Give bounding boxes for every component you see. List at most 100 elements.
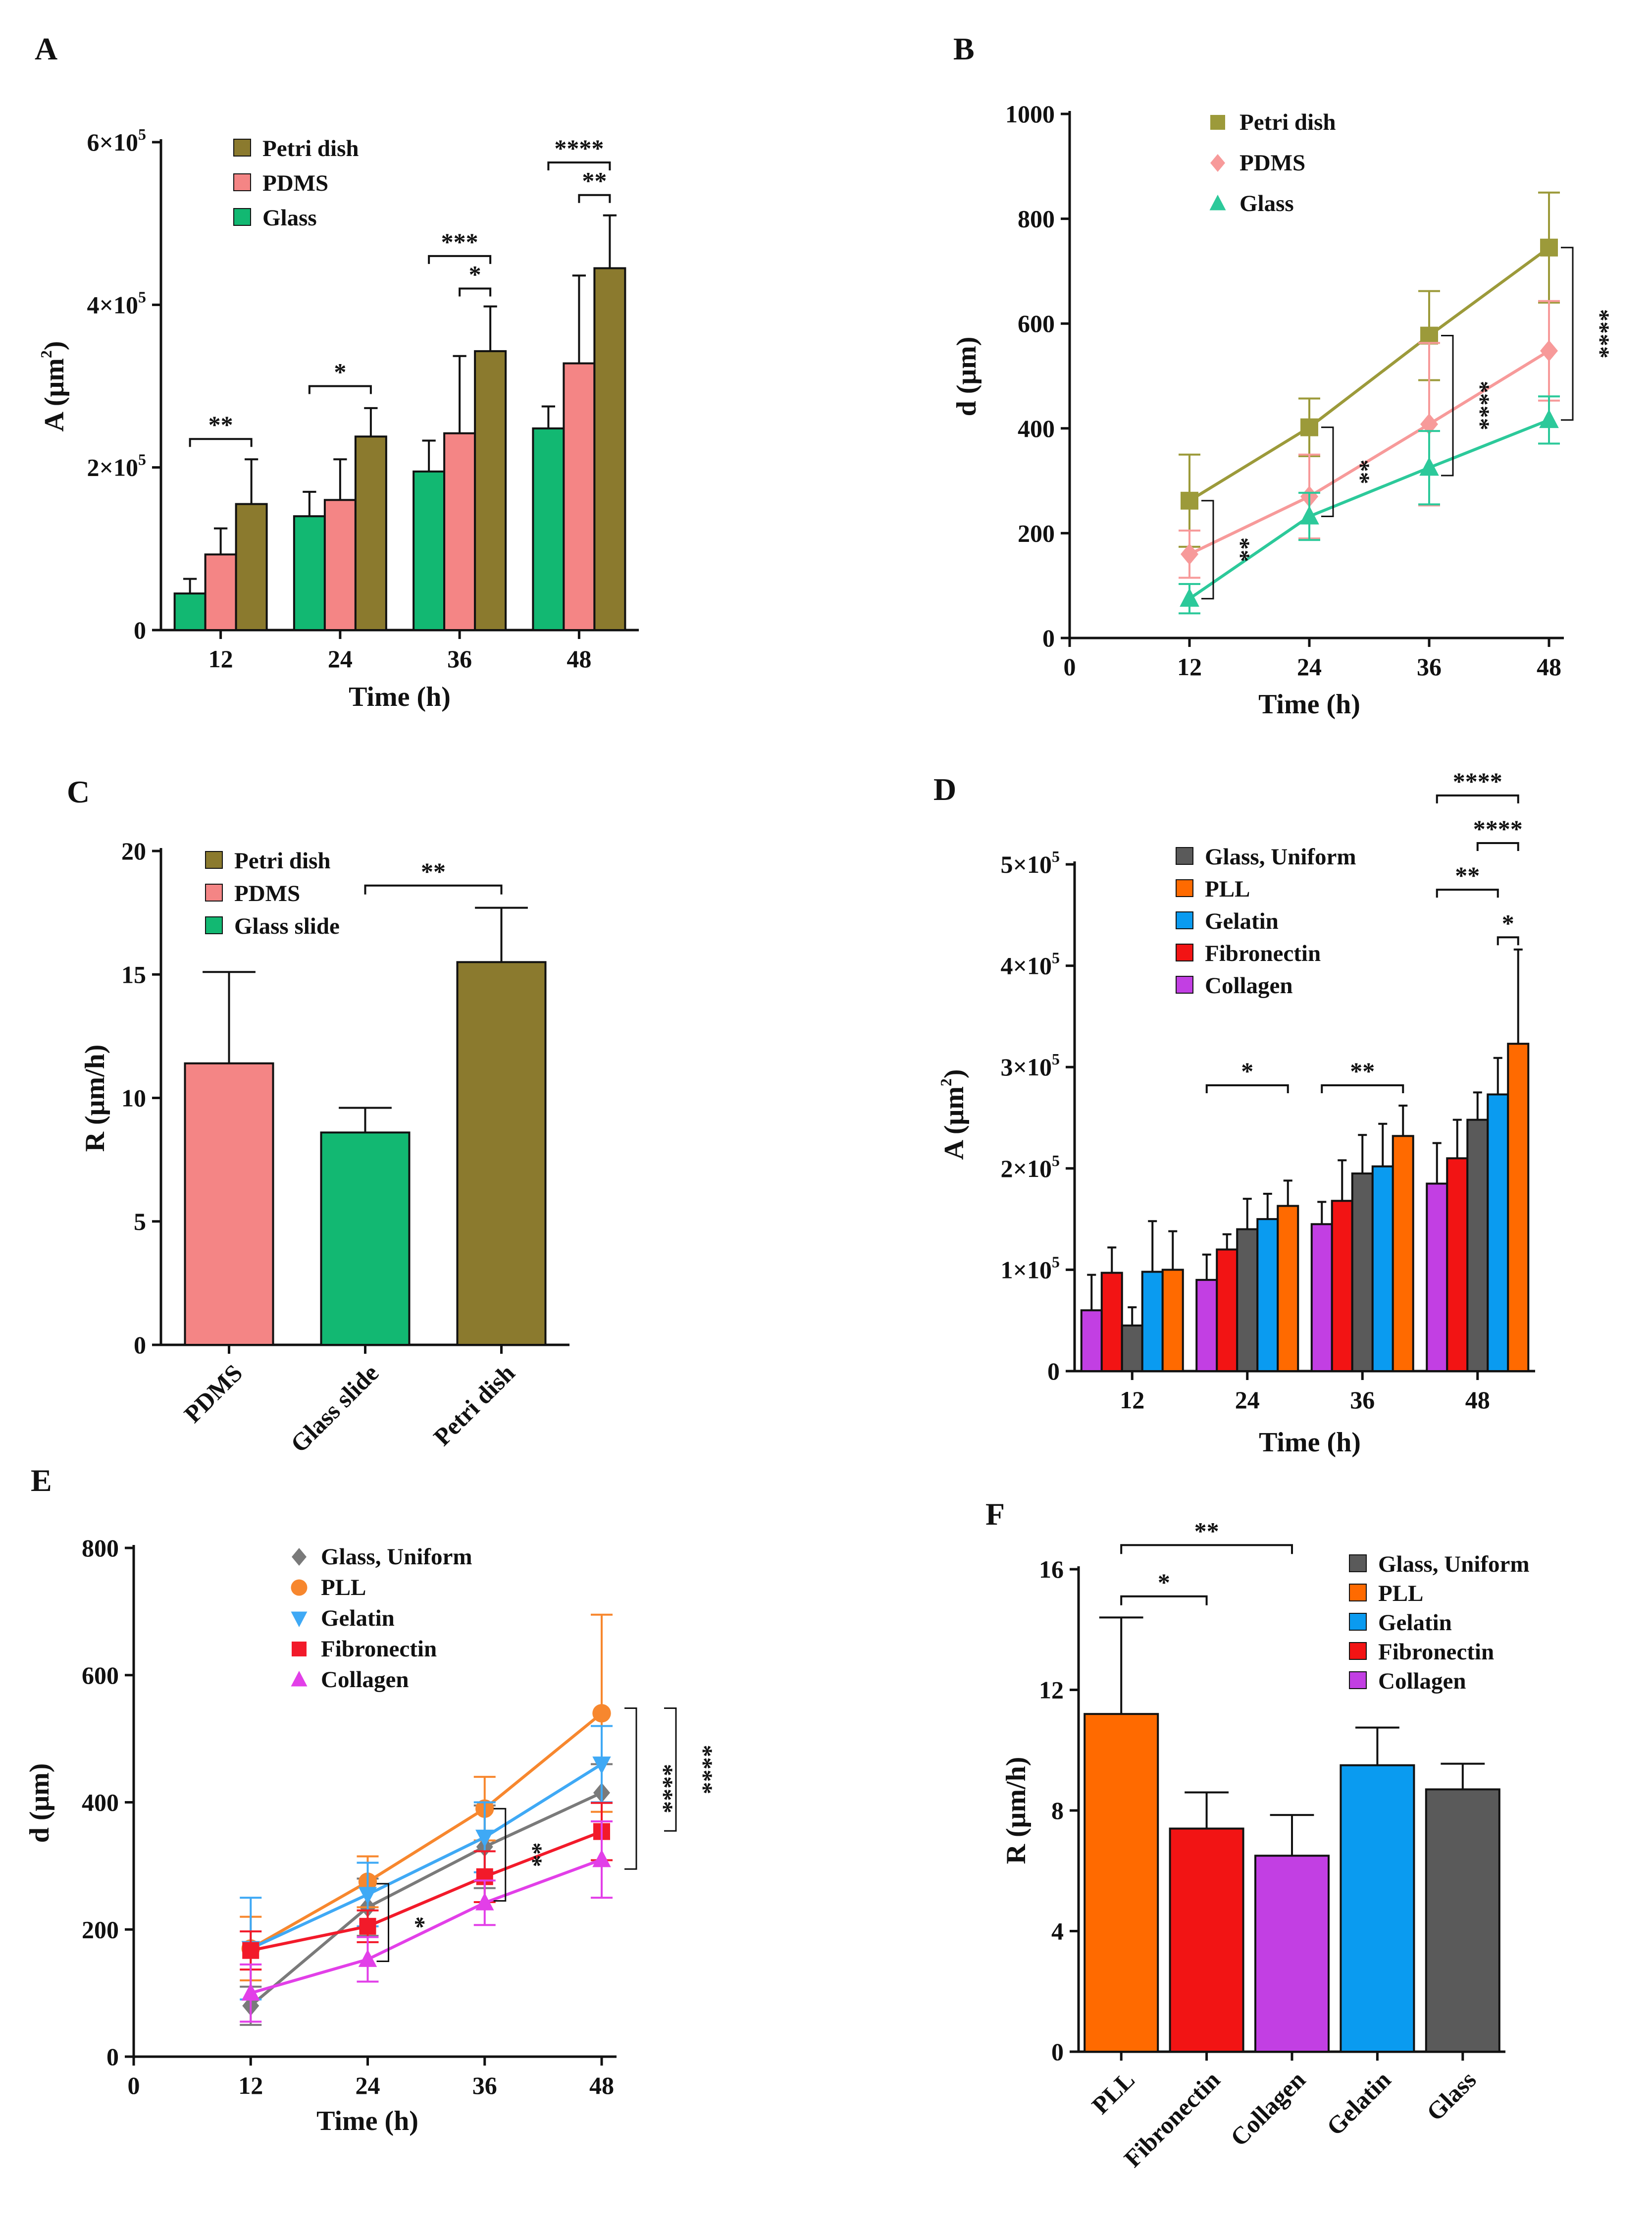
sig-label-D: ****	[1453, 767, 1502, 795]
sig-bracket-E	[624, 1707, 637, 1870]
x-tick-label-F: Collagen	[1225, 2066, 1311, 2151]
x-tick-label-C: Glass slide	[285, 1359, 384, 1458]
legend-swatch-C	[205, 851, 223, 869]
y-axis-title-F: R (μm/h)	[1001, 1757, 1032, 1864]
data-point-B	[1181, 491, 1198, 510]
x-tick-label-E: 0	[128, 2072, 140, 2099]
data-point-E	[592, 1849, 611, 1867]
bar-D	[1236, 1228, 1259, 1373]
sig-label-B: **	[1228, 537, 1255, 562]
y-tick-label-F: 16	[1039, 1555, 1064, 1583]
y-tick-label-C: 0	[134, 1331, 146, 1359]
x-axis-title-D: Time (h)	[1259, 1427, 1361, 1458]
y-tick-label-C: 5	[134, 1208, 146, 1235]
y-tick-label-D: 5×105	[1001, 848, 1060, 878]
sig-label-B: ****	[1467, 381, 1495, 430]
series-line-E	[250, 1762, 603, 1950]
sig-bracket-D	[1476, 842, 1519, 851]
bar-D	[1392, 1135, 1414, 1372]
legend-swatch-F	[1349, 1554, 1367, 1572]
legend-label-D: Gelatin	[1205, 908, 1279, 934]
bar-A	[563, 362, 596, 631]
x-tick-label-C: Petri dish	[428, 1359, 520, 1451]
legend-label-E: Collagen	[321, 1667, 409, 1693]
series-line-E	[250, 1858, 603, 1995]
sig-bracket-A	[189, 438, 253, 447]
legend-label-F: Glass, Uniform	[1378, 1551, 1530, 1577]
panel-label-F: F	[985, 1496, 1005, 1532]
series-line-E	[250, 1791, 603, 2007]
legend-label-A: PDMS	[262, 170, 328, 196]
sig-label-B: **	[1347, 460, 1375, 484]
legend-swatch-D	[1176, 847, 1193, 865]
sig-label-A: **	[208, 411, 233, 438]
legend-swatch-D	[1176, 976, 1193, 994]
sig-label-E: *	[403, 1916, 431, 1929]
x-tick-label-A: 36	[447, 645, 472, 673]
bar-A	[593, 267, 626, 631]
legend-label-C: Petri dish	[234, 848, 331, 874]
y-tick-label-E: 200	[82, 1915, 119, 1943]
data-point-E	[241, 1983, 260, 2001]
bar-D	[1331, 1200, 1353, 1372]
bar-D	[1487, 1093, 1509, 1372]
data-point-E	[358, 1887, 377, 1905]
legend-marker-E	[291, 1579, 308, 1596]
data-point-B	[1420, 326, 1438, 345]
bar-D	[1426, 1182, 1448, 1372]
sig-label-A: *	[469, 261, 481, 288]
bar-A	[354, 435, 387, 631]
x-tick-label-C: PDMS	[179, 1359, 248, 1428]
bar-C	[456, 961, 547, 1346]
legend-swatch-D	[1176, 944, 1193, 961]
legend-label-E: Glass, Uniform	[321, 1544, 472, 1570]
x-tick-label-B: 0	[1064, 653, 1076, 681]
sig-label-F: **	[1194, 1517, 1219, 1544]
bar-D	[1195, 1278, 1218, 1373]
sig-label-A: **	[582, 167, 607, 195]
y-tick-label-F: 8	[1051, 1797, 1064, 1824]
sig-bracket-D	[1497, 936, 1519, 946]
bar-D	[1351, 1172, 1374, 1373]
y-tick-label-A: 4×105	[87, 288, 147, 319]
bar-F	[1169, 1827, 1244, 2053]
sig-label-D: *	[1502, 909, 1514, 937]
panel-label-C: C	[67, 774, 90, 809]
legend-marker-E	[291, 1671, 308, 1687]
legend-swatch-A	[233, 208, 251, 226]
series-line-B	[1188, 349, 1550, 556]
data-point-B	[1539, 409, 1559, 428]
legend-label-A: Glass	[262, 205, 317, 231]
legend-label-A: Petri dish	[262, 136, 359, 161]
sig-bracket-B	[1561, 247, 1574, 421]
bar-C	[184, 1062, 274, 1346]
y-tick-label-A: 2×105	[87, 451, 147, 481]
sig-bracket-A	[428, 255, 492, 264]
y-tick-label-D: 4×105	[1001, 949, 1060, 980]
y-tick-label-A: 0	[134, 616, 146, 644]
x-tick-label-B: 36	[1417, 653, 1442, 681]
bar-D	[1277, 1205, 1299, 1372]
sig-bracket-A	[547, 161, 611, 171]
sig-label-B: ****	[1587, 309, 1615, 359]
y-tick-label-E: 400	[82, 1789, 119, 1816]
x-tick-label-B: 24	[1297, 653, 1322, 681]
legend-label-E: Fibronectin	[321, 1636, 437, 1662]
legend-label-B: Petri dish	[1239, 109, 1336, 135]
legend-swatch-C	[205, 916, 223, 934]
legend-marker-E	[292, 1642, 307, 1656]
bar-D	[1216, 1248, 1239, 1372]
y-tick-label-D: 0	[1047, 1357, 1060, 1385]
bar-A	[443, 432, 476, 631]
x-axis-title-B: Time (h)	[1258, 689, 1360, 720]
sig-label-E: **	[520, 1842, 548, 1867]
bar-D	[1446, 1157, 1469, 1373]
bar-A	[204, 553, 237, 631]
x-axis-title-E: Time (h)	[316, 2106, 418, 2136]
panel-label-A: A	[35, 31, 57, 66]
y-axis-title-C: R (μm/h)	[80, 1045, 110, 1152]
legend-swatch-C	[205, 884, 223, 902]
x-tick-label-F: PLL	[1086, 2066, 1140, 2119]
series-line-E	[250, 1712, 603, 1950]
data-point-E	[592, 1756, 611, 1774]
